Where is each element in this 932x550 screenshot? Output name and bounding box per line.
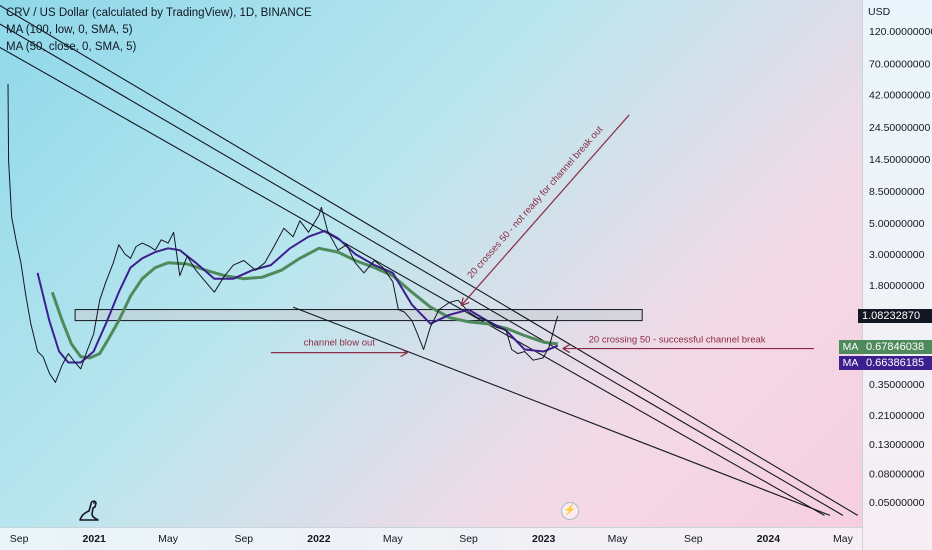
plot-layer: channel blow out 20 crosses 50 - not read… (0, 5, 858, 516)
x-tick-label: May (833, 533, 854, 545)
x-tick-label: May (158, 533, 179, 545)
y-tick-label: 1.80000000 (869, 280, 925, 292)
x-tick-label: 2022 (307, 533, 331, 545)
channel-line (0, 46, 825, 516)
y-tick-label: 0.21000000 (869, 410, 925, 422)
resistance-zone (74, 309, 643, 322)
ma-long-tag: MA (839, 340, 862, 354)
channel-line (0, 5, 858, 516)
x-tick-label: Sep (234, 533, 253, 545)
plot-area[interactable] (0, 0, 862, 527)
ma-short-line (36, 229, 559, 364)
price-line (7, 83, 559, 383)
indicator-ma-100[interactable]: MA (100, low, 0, SMA, 5) (6, 24, 133, 36)
indicator-ma-50[interactable]: MA (50, close, 0, SMA, 5) (6, 41, 137, 53)
y-tick-label: 24.50000000 (869, 122, 930, 134)
channel-line (0, 23, 844, 516)
x-tick-label: May (383, 533, 404, 545)
price-axis[interactable] (862, 0, 932, 550)
x-tick-label: 2023 (532, 533, 556, 545)
annotation-successful-break: 20 crossing 50 - successful channel brea… (589, 335, 766, 346)
x-tick-label: Sep (459, 533, 478, 545)
x-tick-label: Sep (684, 533, 703, 545)
y-tick-label: 3.00000000 (869, 249, 925, 261)
annotation-20-crosses-50: 20 crosses 50 - not ready for channel br… (465, 124, 605, 281)
y-tick-label: 70.00000000 (869, 59, 930, 71)
time-axis[interactable] (0, 527, 862, 550)
y-tick-label: 0.08000000 (869, 468, 925, 480)
current-price-badge: 1.08232870 (858, 308, 932, 323)
annotation-arrowhead (400, 348, 408, 358)
y-tick-label: 0.13000000 (869, 439, 925, 451)
y-tick-label: 0.05000000 (869, 497, 925, 509)
symbol-title[interactable]: CRV / US Dollar (calculated by TradingVi… (6, 7, 312, 19)
y-tick-label: 42.00000000 (869, 89, 930, 101)
currency-label: USD (868, 6, 891, 18)
y-tick-label: 0.35000000 (869, 379, 925, 391)
ma-short-value-badge: 0.66386185 (862, 356, 932, 370)
y-tick-label: 14.50000000 (869, 154, 930, 166)
ma-long-line (50, 246, 558, 360)
x-tick-label: May (608, 533, 629, 545)
annotation-arrow (460, 114, 630, 306)
ma-short-tag: MA (839, 356, 862, 370)
x-tick-label: 2021 (83, 533, 107, 545)
y-tick-label: 5.00000000 (869, 218, 925, 230)
annotation-arrowhead (460, 297, 470, 307)
x-tick-label: Sep (10, 533, 29, 545)
channel-line (292, 306, 831, 516)
x-tick-label: 2024 (757, 533, 781, 545)
ma-long-value-badge: 0.67846038 (862, 340, 932, 354)
annotation-arrowhead (562, 344, 571, 354)
annotation-channel-blow-out: channel blow out (304, 338, 376, 349)
y-tick-label: 8.50000000 (869, 186, 925, 198)
lightning-icon[interactable]: ⚡ (561, 502, 579, 520)
y-tick-label: 120.00000000 (869, 26, 932, 38)
dinosaur-logo-icon[interactable] (78, 498, 102, 522)
